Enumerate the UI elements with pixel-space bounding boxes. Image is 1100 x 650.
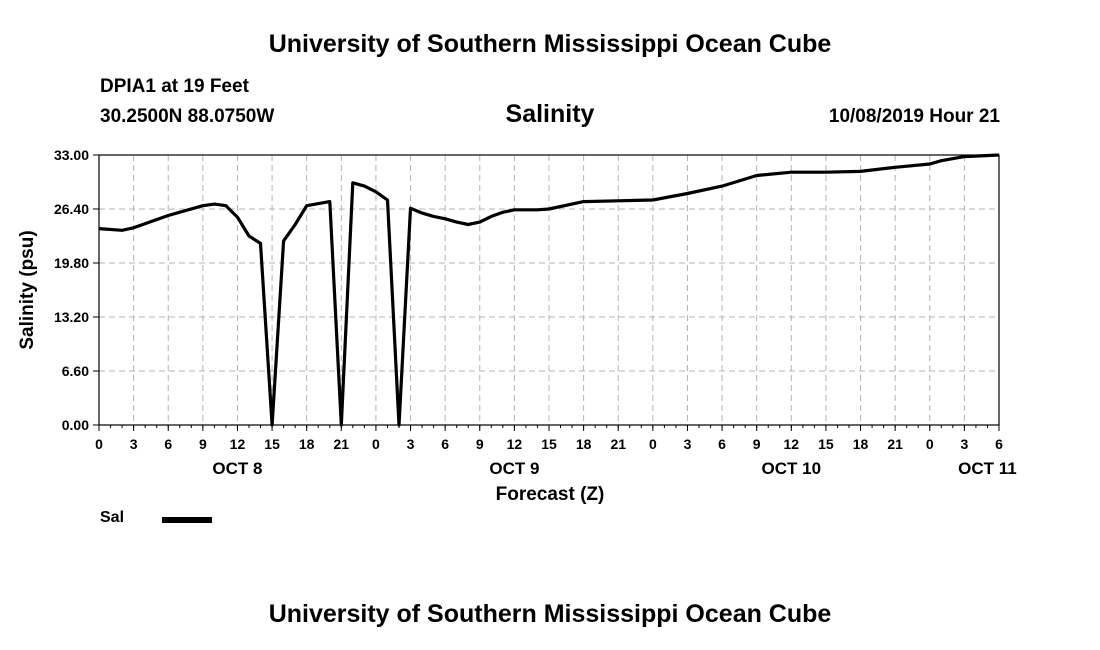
x-tick-label: 21 bbox=[610, 436, 626, 452]
x-tick-label: 9 bbox=[753, 436, 761, 452]
y-tick-label: 0.00 bbox=[62, 417, 89, 433]
x-tick-label: 0 bbox=[95, 436, 103, 452]
x-tick-label: 3 bbox=[960, 436, 968, 452]
x-tick-label: 3 bbox=[130, 436, 138, 452]
x-tick-label: 3 bbox=[684, 436, 692, 452]
day-label: OCT 11 bbox=[958, 459, 1017, 478]
x-tick-label: 15 bbox=[541, 436, 557, 452]
grid bbox=[99, 155, 999, 425]
x-tick-label: 15 bbox=[264, 436, 280, 452]
series-line-sal bbox=[98, 153, 1000, 427]
x-tick-label: 6 bbox=[164, 436, 172, 452]
x-tick-label: 0 bbox=[372, 436, 380, 452]
x-tick-label: 6 bbox=[995, 436, 1003, 452]
station-label: DPIA1 at 19 Feet bbox=[100, 76, 249, 97]
x-tick-label: 3 bbox=[407, 436, 415, 452]
x-tick-label: 12 bbox=[784, 436, 800, 452]
y-axis-label: Salinity (psu) bbox=[17, 230, 38, 349]
x-tick-label: 15 bbox=[818, 436, 834, 452]
x-tick-label: 21 bbox=[334, 436, 350, 452]
y-tick-label: 6.60 bbox=[62, 363, 89, 379]
x-tick-label: 6 bbox=[441, 436, 449, 452]
datetime-label: 10/08/2019 Hour 21 bbox=[828, 106, 1000, 127]
y-tick-label: 33.00 bbox=[54, 147, 89, 163]
axes: 0.00 6.60 13.20 19.80 26.40 33.00 0 3 6 9 12 15 18 21… bbox=[54, 147, 1017, 478]
x-tick-label: 21 bbox=[887, 436, 903, 452]
legend-label: Sal bbox=[100, 509, 125, 526]
page-title: University of Southern Mississippi Ocean… bbox=[268, 30, 832, 58]
y-tick-label: 26.40 bbox=[54, 201, 89, 217]
y-tick-label: 13.20 bbox=[54, 309, 89, 325]
x-tick-label: 12 bbox=[507, 436, 523, 452]
footer-title: University of Southern Mississippi Ocean… bbox=[268, 600, 832, 628]
x-tick-label: 18 bbox=[576, 436, 592, 452]
y-tick-label: 19.80 bbox=[54, 255, 89, 271]
chart-title: Salinity bbox=[505, 100, 595, 128]
plot-frame bbox=[98, 154, 1000, 426]
day-label: OCT 10 bbox=[762, 459, 822, 478]
legend-swatch bbox=[162, 517, 212, 523]
x-tick-label: 9 bbox=[476, 436, 484, 452]
x-tick-label: 9 bbox=[199, 436, 207, 452]
x-tick-label: 6 bbox=[718, 436, 726, 452]
coordinates-label: 30.2500N 88.0750W bbox=[100, 106, 275, 127]
x-axis-label: Forecast (Z) bbox=[496, 484, 605, 505]
day-label: OCT 9 bbox=[489, 459, 539, 478]
x-tick-label: 18 bbox=[853, 436, 869, 452]
series-layer bbox=[98, 153, 1000, 427]
day-label: OCT 8 bbox=[212, 459, 262, 478]
x-tick-label: 0 bbox=[649, 436, 657, 452]
x-tick-label: 18 bbox=[299, 436, 315, 452]
x-tick-label: 0 bbox=[926, 436, 934, 452]
x-tick-label: 12 bbox=[230, 436, 246, 452]
